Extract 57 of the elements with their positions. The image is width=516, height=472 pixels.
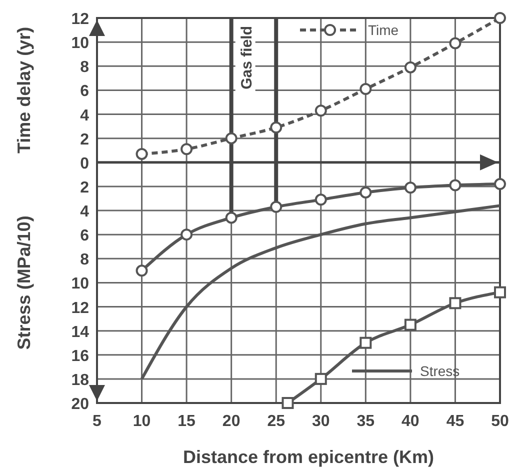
y-tick-label: 18 (71, 372, 90, 389)
point (314, 104, 327, 117)
point (314, 372, 327, 385)
point (494, 12, 506, 24)
point (404, 318, 416, 331)
point (360, 186, 372, 198)
y-tick-label: 10 (71, 276, 90, 293)
y-tick-label: 12 (71, 11, 90, 28)
x-tick-label: 50 (491, 413, 509, 430)
line-series (140, 204, 502, 380)
point (494, 286, 506, 298)
point (314, 194, 327, 206)
point (494, 178, 506, 190)
y-tick-label: 16 (71, 348, 90, 365)
x-tick-label: 40 (402, 413, 420, 430)
point (225, 132, 238, 144)
point (270, 121, 282, 134)
y-axis-title: Time delay (yr) (14, 26, 34, 154)
point (136, 264, 148, 277)
y-tick-label: 8 (80, 59, 90, 76)
point (360, 336, 372, 349)
point (180, 228, 193, 241)
y-tick-label: 10 (71, 35, 90, 52)
x-tick-label: 15 (178, 413, 196, 430)
point (449, 37, 462, 50)
point (360, 82, 372, 95)
point (180, 143, 193, 156)
ref-line-label: Gas field (238, 26, 256, 90)
point (404, 182, 416, 194)
x-tick-label: 35 (356, 413, 375, 430)
point (404, 61, 416, 74)
y-tick-label: 4 (80, 204, 90, 220)
y-tick-label: 2 (80, 179, 90, 196)
x-tick-label: 25 (267, 413, 286, 430)
y-tick-label: 12 (71, 300, 90, 317)
x-tick-label: 30 (312, 413, 330, 430)
y2-axis-title: Stress (MPa/10) (14, 216, 34, 350)
y-tick-label: 14 (71, 324, 90, 341)
point (449, 297, 462, 310)
point (270, 200, 282, 213)
x-tick-label: 5 (92, 413, 102, 430)
x-tick-label: 20 (222, 413, 240, 430)
y-tick-label: 20 (71, 396, 90, 413)
point (282, 397, 294, 409)
y-tick-label: 6 (80, 83, 90, 100)
y-tick-label: 8 (80, 252, 90, 269)
point (136, 148, 148, 160)
y-tick-label: 4 (80, 107, 90, 124)
y-tick-label: 6 (80, 228, 90, 245)
y-tick-label: 0 (80, 155, 90, 172)
point (449, 179, 462, 192)
legend-label: Time (368, 22, 399, 38)
x-axis-title: Distance from epicentre (Km) (182, 447, 434, 467)
x-tick-label: 45 (446, 413, 464, 430)
x-tick-label: 10 (132, 413, 151, 430)
y-tick-label: 2 (80, 131, 90, 148)
point (225, 212, 238, 224)
